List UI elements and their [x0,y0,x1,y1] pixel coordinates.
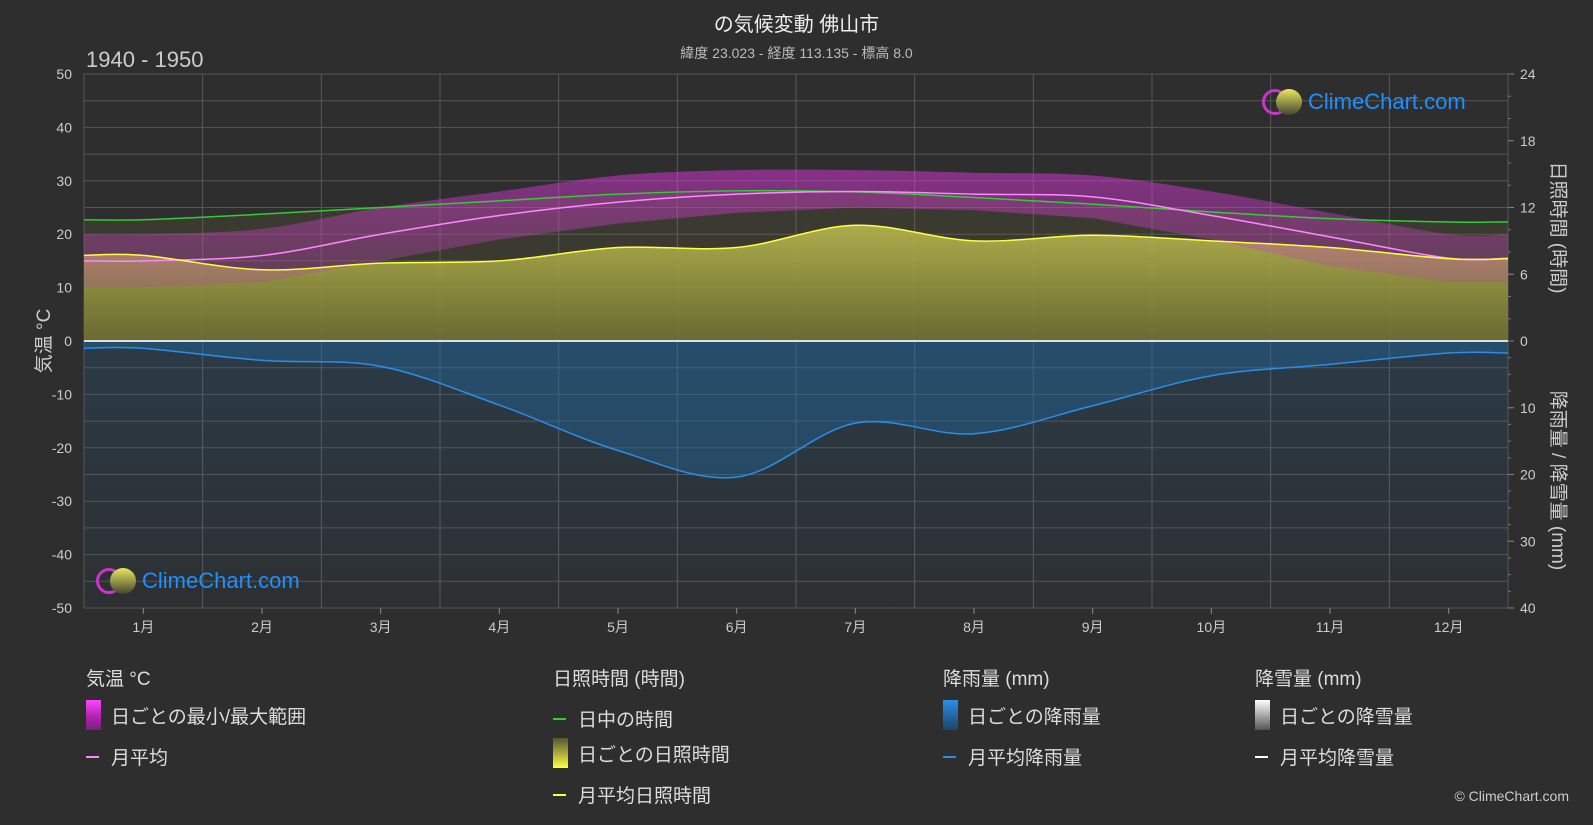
legend-snow-avg: 月平均降雪量 [1255,743,1394,770]
month-label: 3月 [370,619,392,635]
rain-avg-line [83,346,1509,479]
temp-tick-label: 20 [56,226,72,242]
month-label: 6月 [726,619,748,635]
temp-avg-line [83,190,1509,263]
legend-sunshine-avg: 月平均日照時間 [553,781,711,808]
snow-avg-swatch [1255,755,1268,758]
temp-tick-label: 30 [56,173,72,189]
legend-label: 月平均 [111,748,169,769]
month-label: 1月 [132,619,154,635]
copyright: © ClimeChart.com [1454,788,1569,804]
month-label: 4月 [488,619,510,635]
sun-tick-label: 24 [1520,66,1536,82]
rain-axis-title: 降雨量 / 降雪量 (mm) [1547,391,1569,570]
month-label: 12月 [1434,619,1464,635]
legend-temp-avg: 月平均 [86,743,168,770]
daylight-line [83,189,1509,223]
logo-sun-icon [110,568,136,594]
month-label: 2月 [251,619,273,635]
logo-text: ClimeChart.com [142,568,300,593]
temp-tick-label: -50 [52,600,72,616]
rain-tick-label: 30 [1520,533,1536,549]
month-label: 8月 [963,619,985,635]
legend-label: 月平均日照時間 [578,786,712,807]
legend-rain-avg: 月平均降雨量 [943,743,1082,770]
legend-temp-range: 日ごとの最小/最大範囲 [86,700,306,730]
rain-shade [84,341,1508,608]
legend-sun-heading: 日照時間 (時間) [553,669,685,690]
temp-axis-title: 気温 °C [33,309,55,374]
legend-daily-rain: 日ごとの降雨量 [943,700,1101,730]
legend-label: 日ごとの降雪量 [1280,706,1413,728]
sunshine-swatch [553,738,568,768]
legend-rain-heading: 降雨量 (mm) [943,669,1050,690]
temp-tick-label: -40 [52,547,72,563]
temp-range-band [84,169,1508,288]
temp-tick-label: 10 [56,280,72,296]
daylight-swatch [553,717,566,720]
legend-label: 日ごとの降雨量 [968,706,1101,728]
month-label: 7月 [844,619,866,635]
temp-tick-label: 0 [64,333,72,349]
logo-top[interactable]: ClimeChart.com [1262,89,1466,115]
temp-tick-label: -20 [52,440,72,456]
chart-subtitle: 緯度 23.023 - 経度 113.135 - 標高 8.0 [680,45,913,61]
sunshine-avg-swatch [553,793,566,796]
legend-label: 月平均降雨量 [968,748,1083,769]
temp-tick-label: 50 [56,66,72,82]
logo-text: ClimeChart.com [1308,89,1466,114]
rain-avg-swatch [943,755,956,758]
chart-title: の気候変動 佛山市 [713,14,880,36]
sun-axis-title: 日照時間 (時間) [1547,162,1569,294]
logo-sun-icon [1276,89,1302,115]
temp-range-swatch [86,700,101,730]
sunshine-avg-line [83,224,1509,271]
sun-tick-label: 0 [1520,333,1528,349]
sun-tick-label: 12 [1520,200,1536,216]
legend-label: 月平均降雪量 [1280,748,1395,769]
month-label: 11月 [1316,619,1345,635]
period-label: 1940 - 1950 [86,47,204,72]
temp-tick-label: 40 [56,119,72,135]
rain-swatch [943,700,958,730]
month-label: 10月 [1197,619,1227,635]
legend-label: 日ごとの日照時間 [578,744,730,766]
legend-temp-heading: 気温 °C [86,669,151,690]
legend-snow-heading: 降雪量 (mm) [1255,669,1362,690]
legend-daily-snow: 日ごとの降雪量 [1255,700,1413,730]
sun-tick-label: 6 [1520,266,1528,282]
sun-tick-label: 18 [1520,133,1536,149]
legend-daily-sunshine: 日ごとの日照時間 [553,738,730,768]
month-label: 5月 [607,619,629,635]
temp-avg-swatch [86,755,99,758]
legend-label: 日中の時間 [578,710,674,731]
logo-bottom[interactable]: ClimeChart.com [96,568,300,594]
rain-tick-label: 20 [1520,467,1536,483]
snow-swatch [1255,700,1270,730]
rain-tick-label: 40 [1520,600,1536,616]
rain-tick-label: 10 [1520,400,1536,416]
temp-tick-label: -30 [52,493,72,509]
legend-daylight: 日中の時間 [553,705,673,732]
temp-tick-label: -10 [52,386,72,402]
legend-label: 日ごとの最小/最大範囲 [111,706,307,728]
daily-sunshine-area [84,225,1508,341]
month-label: 9月 [1082,619,1104,635]
